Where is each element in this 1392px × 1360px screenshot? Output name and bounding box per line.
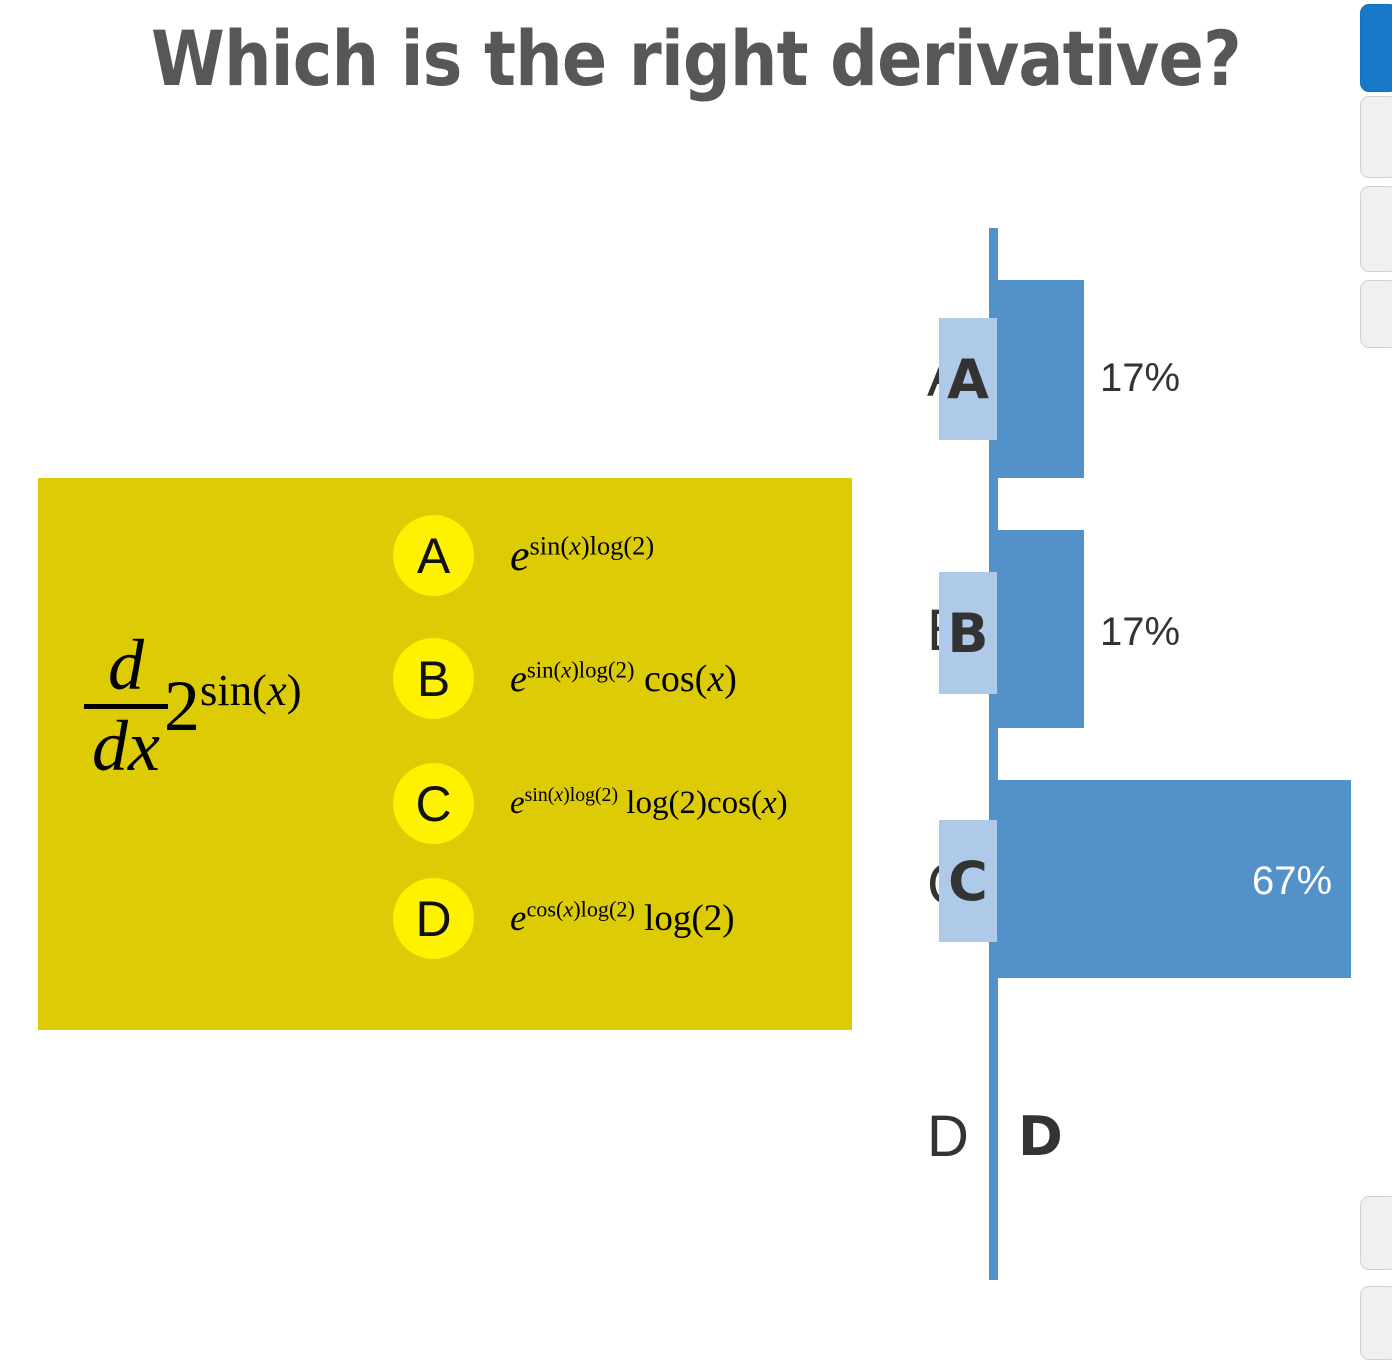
toolbar-button-2[interactable] <box>1360 186 1392 272</box>
option-a-base: e <box>510 531 530 580</box>
bar-value-label-a: 17% <box>1100 356 1181 400</box>
bar-value-label-b: 17% <box>1100 610 1181 654</box>
next-slide-button[interactable] <box>1360 4 1392 92</box>
derivative-fraction: d dx <box>84 625 168 785</box>
option-row-a[interactable]: A esin(x)log(2) <box>393 515 654 596</box>
results-bar-chart: A A 17% B B 17% C C 67% D D <box>915 228 1375 1280</box>
option-bubble-c[interactable]: C <box>393 763 474 844</box>
result-bar-b <box>994 530 1084 728</box>
option-d-base: e <box>510 898 527 939</box>
bar-letter-box-d: D <box>1018 1105 1063 1168</box>
option-formula-c: esin(x)log(2) log(2)cos(x) <box>510 785 788 822</box>
option-d-exponent: cos(x)log(2) <box>526 896 635 922</box>
result-bar-a <box>994 280 1084 478</box>
option-b-base: e <box>510 657 527 700</box>
option-formula-a: esin(x)log(2) <box>510 530 654 581</box>
option-bubble-a[interactable]: A <box>393 515 474 596</box>
toolbar-button-5[interactable] <box>1360 1286 1392 1360</box>
option-row-b[interactable]: B esin(x)log(2) cos(x) <box>393 638 737 719</box>
result-bar-c <box>994 780 1351 978</box>
derivative-expression: d dx 2sin(x) <box>84 625 302 785</box>
fraction-denominator: dx <box>84 703 168 785</box>
option-c-base: e <box>510 785 525 821</box>
chart-axis-line <box>989 228 998 1280</box>
axis-tick-label-d: D <box>927 1104 969 1169</box>
option-d-suffix: log(2) <box>644 898 735 939</box>
option-row-d[interactable]: D ecos(x)log(2) log(2) <box>393 878 735 959</box>
toolbar-button-1[interactable] <box>1360 96 1392 178</box>
power-expression: 2sin(x) <box>164 665 302 748</box>
option-row-c[interactable]: C esin(x)log(2) log(2)cos(x) <box>393 763 788 844</box>
bar-letter-box-b: B <box>939 572 997 694</box>
option-bubble-d[interactable]: D <box>393 878 474 959</box>
bar-letter-box-a: A <box>939 318 997 440</box>
option-bubble-b[interactable]: B <box>393 638 474 719</box>
power-base: 2 <box>163 665 200 746</box>
power-exponent: sin(x) <box>199 664 302 715</box>
option-formula-d: ecos(x)log(2) log(2) <box>510 897 735 940</box>
option-b-suffix: cos(x) <box>644 657 737 700</box>
bar-letter-box-c: C <box>939 820 997 942</box>
option-b-exponent: sin(x)log(2) <box>526 656 635 682</box>
option-c-exponent: sin(x)log(2) <box>524 784 619 806</box>
question-panel: d dx 2sin(x) A esin(x)log(2) B esin(x)lo… <box>38 478 852 1030</box>
bar-value-label-c: 67% <box>1252 859 1333 903</box>
option-formula-b: esin(x)log(2) cos(x) <box>510 657 737 701</box>
fraction-numerator: d <box>107 625 144 705</box>
toolbar-button-3[interactable] <box>1360 280 1392 348</box>
option-c-suffix: log(2)cos(x) <box>626 785 788 821</box>
toolbar-button-4[interactable] <box>1360 1196 1392 1270</box>
option-a-exponent: sin(x)log(2) <box>529 530 655 561</box>
page-title: Which is the right derivative? <box>151 14 1242 103</box>
